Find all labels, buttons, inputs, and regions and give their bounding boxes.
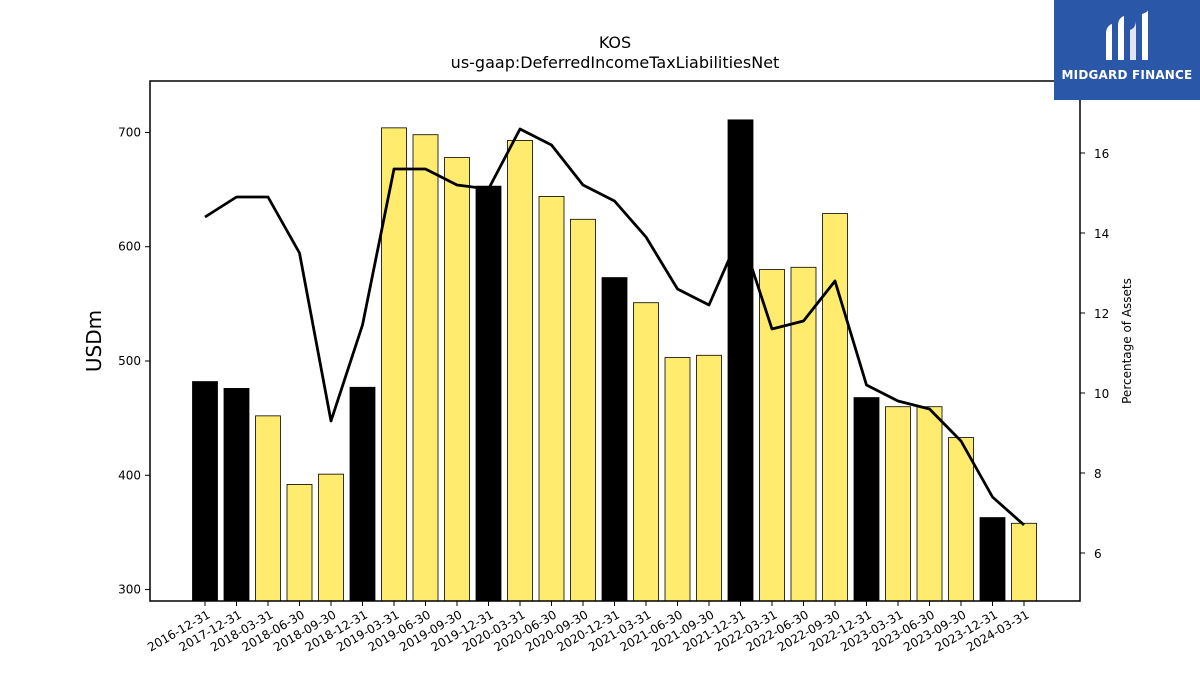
- y-tick-label: 400: [118, 468, 141, 482]
- y2-tick-label: 10: [1094, 387, 1109, 401]
- bar-2019-12-31: [475, 185, 502, 602]
- bar-2018-12-31: [349, 386, 376, 602]
- y-axis-label: USDm: [82, 310, 106, 372]
- bar-2019-03-31: [381, 127, 407, 602]
- bar-2020-03-31: [507, 140, 533, 602]
- bar-2021-12-31: [727, 119, 754, 602]
- chart-subtitle: us-gaap:DeferredIncomeTaxLiabilitiesNet: [451, 53, 780, 72]
- brand-logo: MIDGARD FINANCE: [1054, 0, 1200, 100]
- bar-2022-12-31: [853, 397, 880, 602]
- bar-2022-03-31: [759, 269, 785, 602]
- y2-tick-label: 12: [1094, 307, 1109, 321]
- chart-title: KOS: [599, 33, 631, 52]
- midgard-logo-icon: [1106, 10, 1148, 60]
- bar-2022-09-30: [822, 213, 848, 602]
- y2-tick-label: 6: [1094, 547, 1102, 561]
- plot-frame: [149, 80, 1081, 602]
- bar-2021-03-31: [633, 302, 659, 602]
- bar-2020-06-30: [538, 196, 565, 602]
- percentage-line: [204, 127, 1025, 527]
- y2-axis-label: Percentage of Assets: [1120, 278, 1134, 404]
- bar-2021-06-30: [664, 357, 691, 602]
- y-tick-label: 500: [118, 354, 141, 368]
- bar-2018-09-30: [318, 473, 344, 602]
- bar-2016-12-31: [192, 381, 218, 602]
- bar-2020-12-31: [601, 277, 628, 602]
- bar-2019-09-30: [444, 157, 470, 602]
- bar-2023-12-31: [979, 517, 1006, 602]
- bar-2019-06-30: [412, 134, 439, 602]
- bar-2021-09-30: [696, 354, 722, 602]
- y2-tick-label: 8: [1094, 467, 1102, 481]
- y-tick-label: 300: [118, 583, 141, 597]
- bar-2018-03-31: [255, 415, 281, 602]
- bar-2020-09-30: [570, 218, 596, 602]
- bar-2017-12-31: [223, 388, 250, 602]
- y-tick-label: 700: [118, 125, 141, 139]
- y-tick-label: 600: [118, 240, 141, 254]
- bar-series: [192, 119, 1037, 602]
- bar-2024-03-31: [1011, 522, 1037, 602]
- bar-2022-06-30: [790, 266, 817, 602]
- bar-2023-09-30: [948, 437, 974, 602]
- logo-text: MIDGARD FINANCE: [1061, 68, 1193, 82]
- bar-2023-03-31: [885, 406, 911, 602]
- y2-tick-label: 14: [1094, 227, 1109, 241]
- y2-tick-label: 16: [1094, 147, 1109, 161]
- bar-2023-06-30: [916, 406, 943, 602]
- bar-2018-06-30: [286, 484, 313, 602]
- line-series: [204, 127, 1025, 527]
